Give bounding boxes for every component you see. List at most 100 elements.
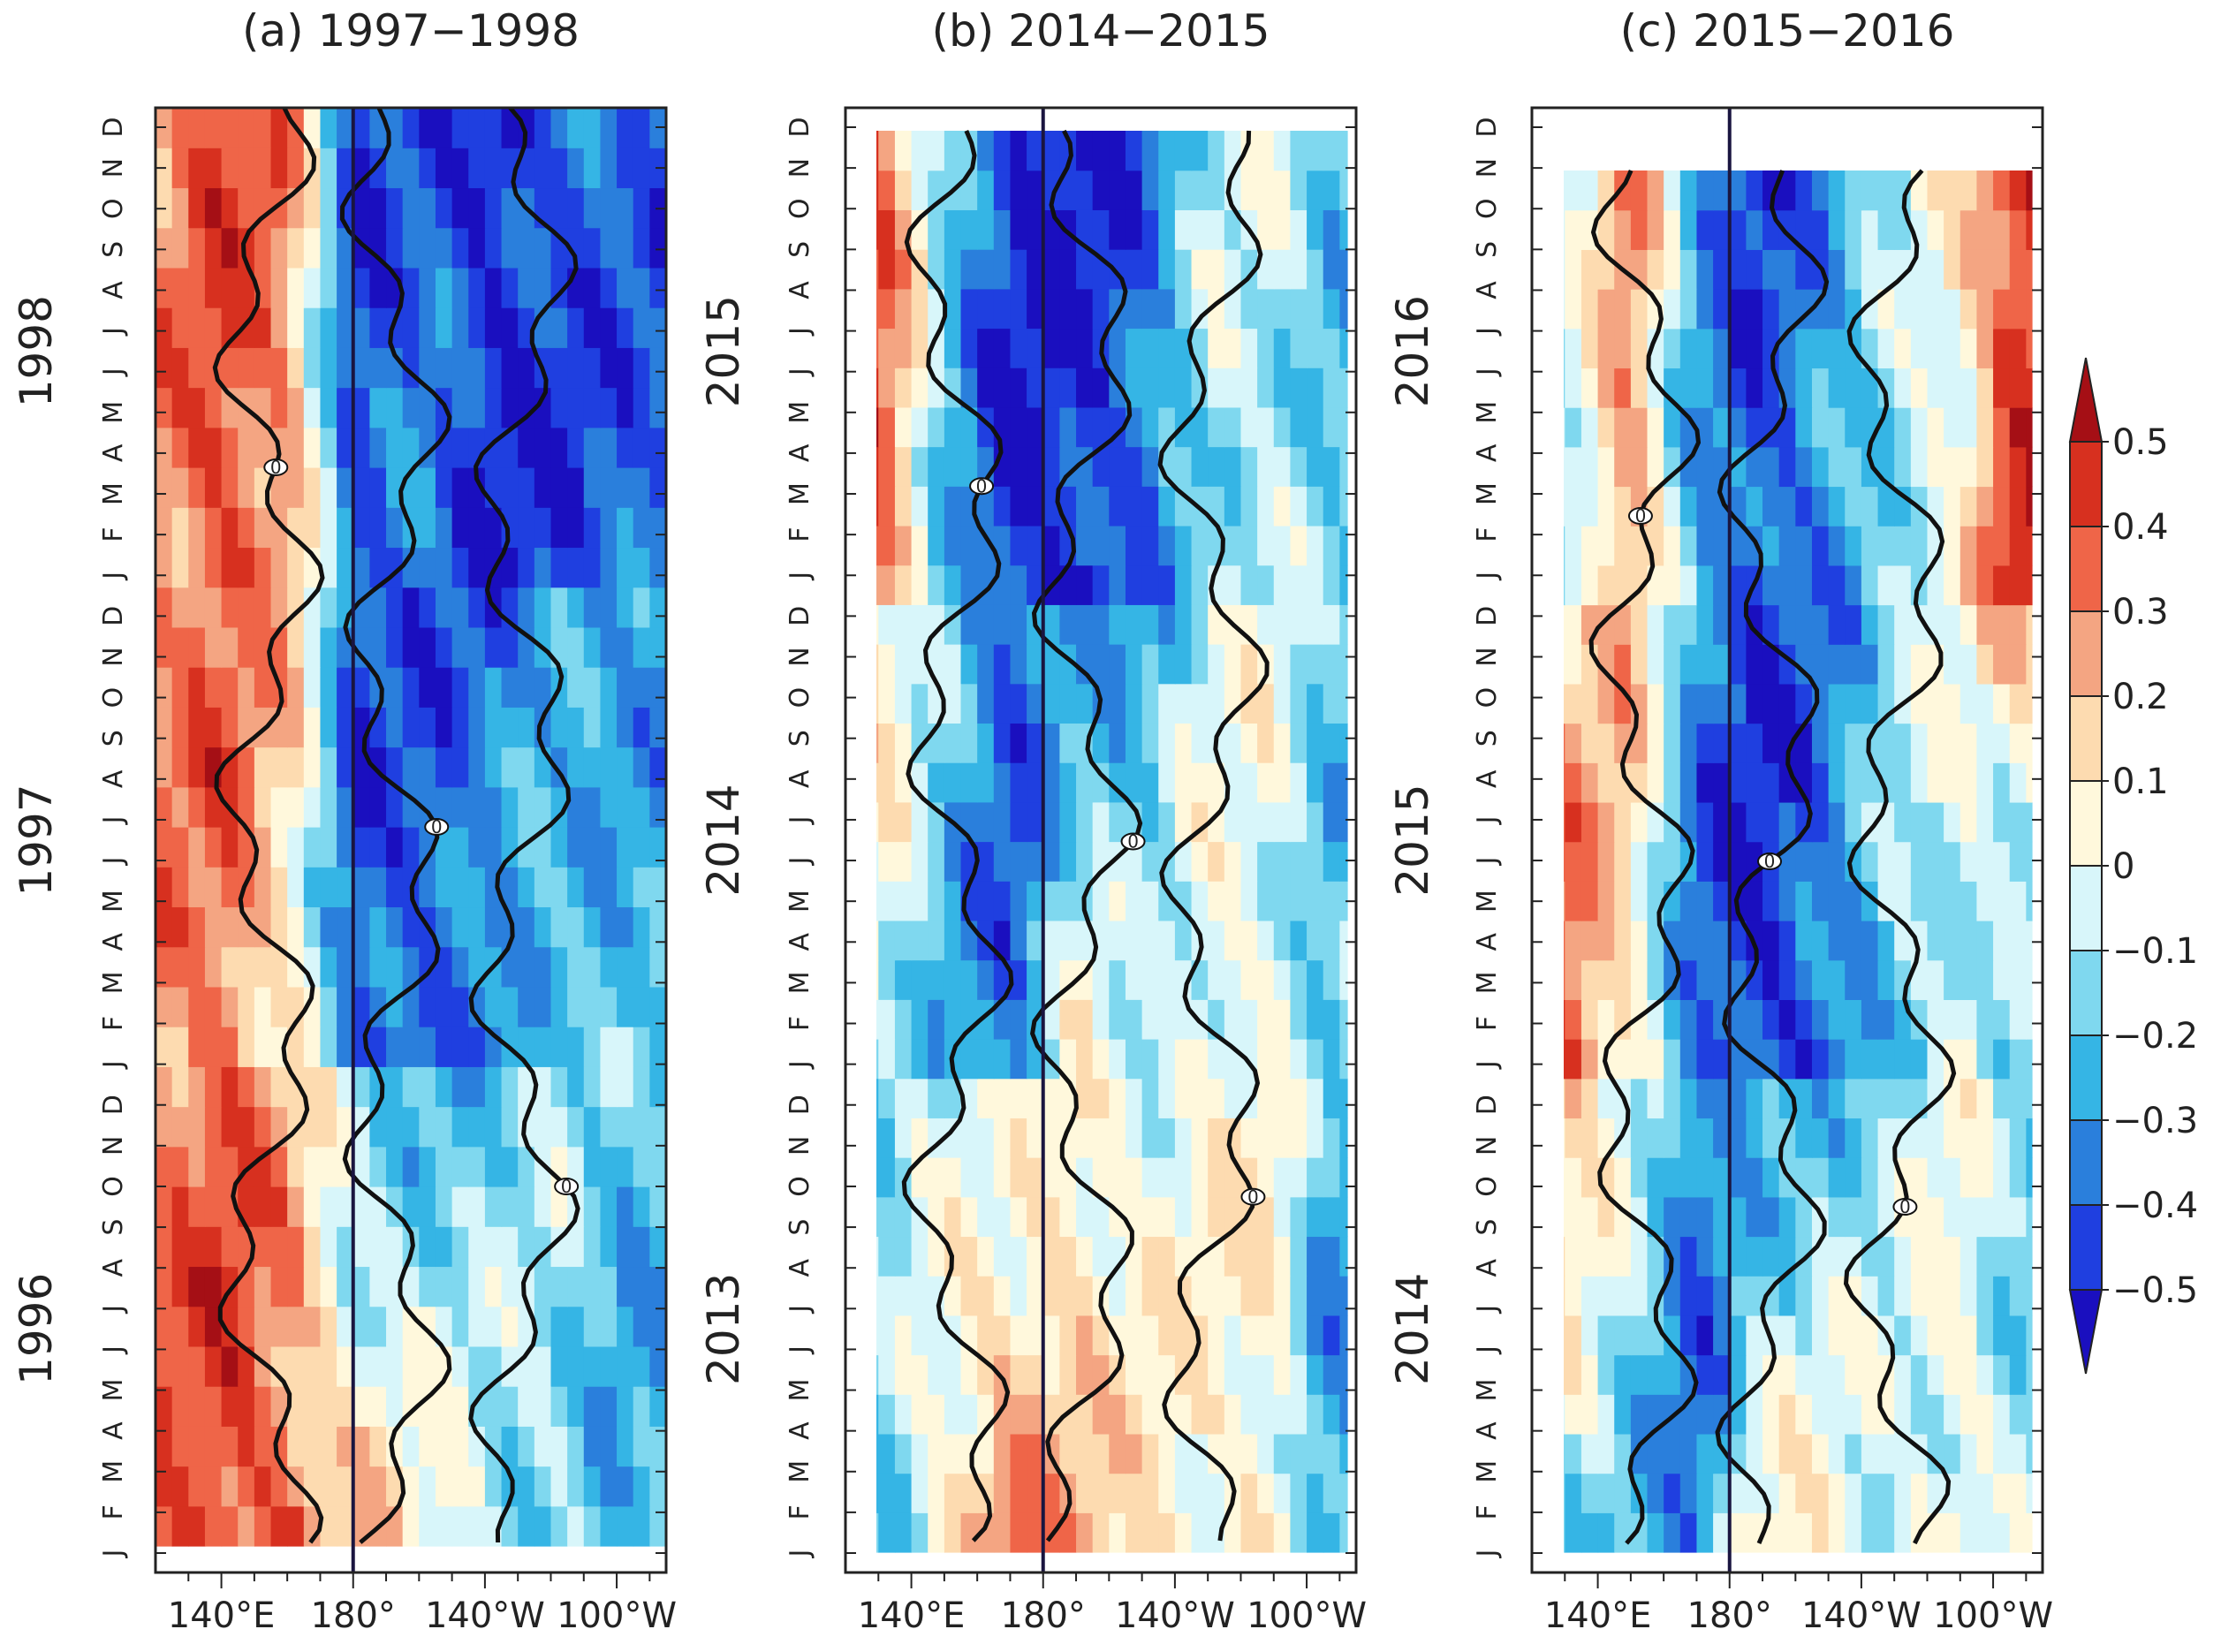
heat-cell	[1597, 565, 1615, 606]
heat-cell	[287, 1186, 305, 1227]
heat-cell	[1845, 446, 1862, 488]
heat-cell	[878, 328, 896, 368]
heat-cell	[1664, 249, 1681, 290]
heat-cell	[1257, 604, 1275, 645]
heat-cell	[1778, 604, 1796, 645]
heat-cell	[583, 267, 602, 308]
heat-cell	[649, 746, 666, 788]
heat-cell	[1597, 999, 1615, 1040]
heat-cell	[1647, 1473, 1664, 1513]
heat-cell	[1580, 1236, 1599, 1277]
heat-cell	[1092, 1038, 1110, 1080]
heat-cell	[1828, 209, 1846, 250]
heat-cell	[1993, 881, 2011, 921]
heat-cell	[1959, 1512, 1978, 1553]
heat-cell	[484, 148, 503, 189]
heat-cell	[1664, 1157, 1681, 1198]
heat-cell	[960, 1394, 978, 1435]
heat-cell	[1076, 486, 1094, 527]
heat-cell	[600, 467, 618, 508]
heat-cell	[155, 587, 173, 628]
heat-cell	[1339, 920, 1348, 961]
heat-cell	[878, 920, 896, 961]
heat-cell	[1290, 1196, 1308, 1238]
heat-cell	[1109, 1236, 1126, 1277]
heat-cell	[1580, 407, 1599, 448]
heat-cell	[369, 827, 387, 868]
heat-cell	[649, 467, 666, 508]
heat-cell	[1273, 801, 1292, 843]
month-label: N	[785, 647, 815, 666]
heat-cell	[960, 644, 978, 685]
heat-cell	[1092, 801, 1110, 843]
heat-cell	[1811, 565, 1830, 606]
heat-cell	[386, 507, 404, 549]
month-label: S	[98, 730, 129, 746]
heat-cell	[1158, 209, 1176, 250]
heat-cell	[1042, 525, 1060, 566]
heat-cell	[583, 746, 602, 788]
heat-cell	[600, 986, 618, 1027]
heat-cell	[1993, 1354, 2011, 1395]
month-label: J	[98, 1060, 129, 1070]
heat-cell	[451, 1306, 469, 1347]
heat-cell	[1339, 131, 1348, 171]
heat-cell	[1713, 881, 1731, 921]
heat-cell	[876, 1354, 879, 1395]
heat-cell	[1580, 1512, 1599, 1553]
heat-cell	[1861, 1276, 1879, 1316]
heat-cell	[2009, 209, 2027, 250]
heat-cell	[1076, 1276, 1094, 1316]
heat-cell	[2026, 289, 2033, 330]
heat-cell	[878, 565, 896, 605]
heat-cell	[171, 1027, 189, 1067]
heat-cell	[320, 467, 337, 508]
heat-cell	[944, 683, 962, 724]
heat-cell	[944, 525, 962, 566]
heat-cell	[1993, 604, 2011, 645]
heat-cell	[1027, 209, 1044, 250]
heat-cell	[1778, 999, 1796, 1040]
heat-cell	[320, 587, 337, 628]
heat-cell	[1993, 1157, 2011, 1198]
heat-cell	[1240, 288, 1258, 330]
heat-cell	[1307, 999, 1324, 1040]
heat-cell	[1257, 486, 1275, 527]
heat-cell	[1323, 288, 1340, 330]
zero-contour-label: 0	[270, 457, 282, 478]
heat-cell	[2026, 1354, 2033, 1395]
heat-cell	[221, 227, 239, 269]
month-label: A	[98, 1258, 129, 1277]
heat-cell	[1877, 1157, 1895, 1198]
heat-cell	[2009, 999, 2027, 1040]
heat-cell	[1290, 1157, 1308, 1198]
heat-cell	[1042, 249, 1060, 290]
heat-cell	[2009, 1512, 2027, 1553]
heat-cell	[1811, 1157, 1830, 1198]
heat-cell	[337, 1106, 354, 1148]
heat-cell	[1910, 289, 1929, 330]
heat-cell	[1208, 1038, 1225, 1080]
heat-cell	[1339, 723, 1348, 763]
heat-cell	[1307, 1354, 1324, 1395]
heat-cell	[1010, 959, 1027, 1000]
month-label: A	[98, 281, 129, 299]
heat-cell	[468, 1186, 486, 1227]
heat-cell	[1307, 1196, 1324, 1238]
heat-cell	[1746, 1078, 1763, 1119]
heat-cell	[484, 307, 503, 348]
zero-contour	[1588, 169, 1702, 1545]
heat-cell	[1746, 723, 1763, 763]
heat-cell	[1257, 1394, 1275, 1435]
heat-cell	[1565, 999, 1582, 1040]
heat-cell	[1290, 328, 1308, 368]
heat-cell	[911, 920, 929, 961]
heat-cell	[1257, 723, 1275, 763]
heat-cell	[501, 1186, 519, 1227]
heat-cell	[1564, 604, 1565, 645]
heat-cell	[204, 786, 223, 828]
heat-cell	[1828, 1394, 1846, 1435]
heat-cell	[1027, 446, 1044, 487]
heat-cell	[1191, 841, 1209, 882]
heat-cell	[1273, 1512, 1292, 1553]
